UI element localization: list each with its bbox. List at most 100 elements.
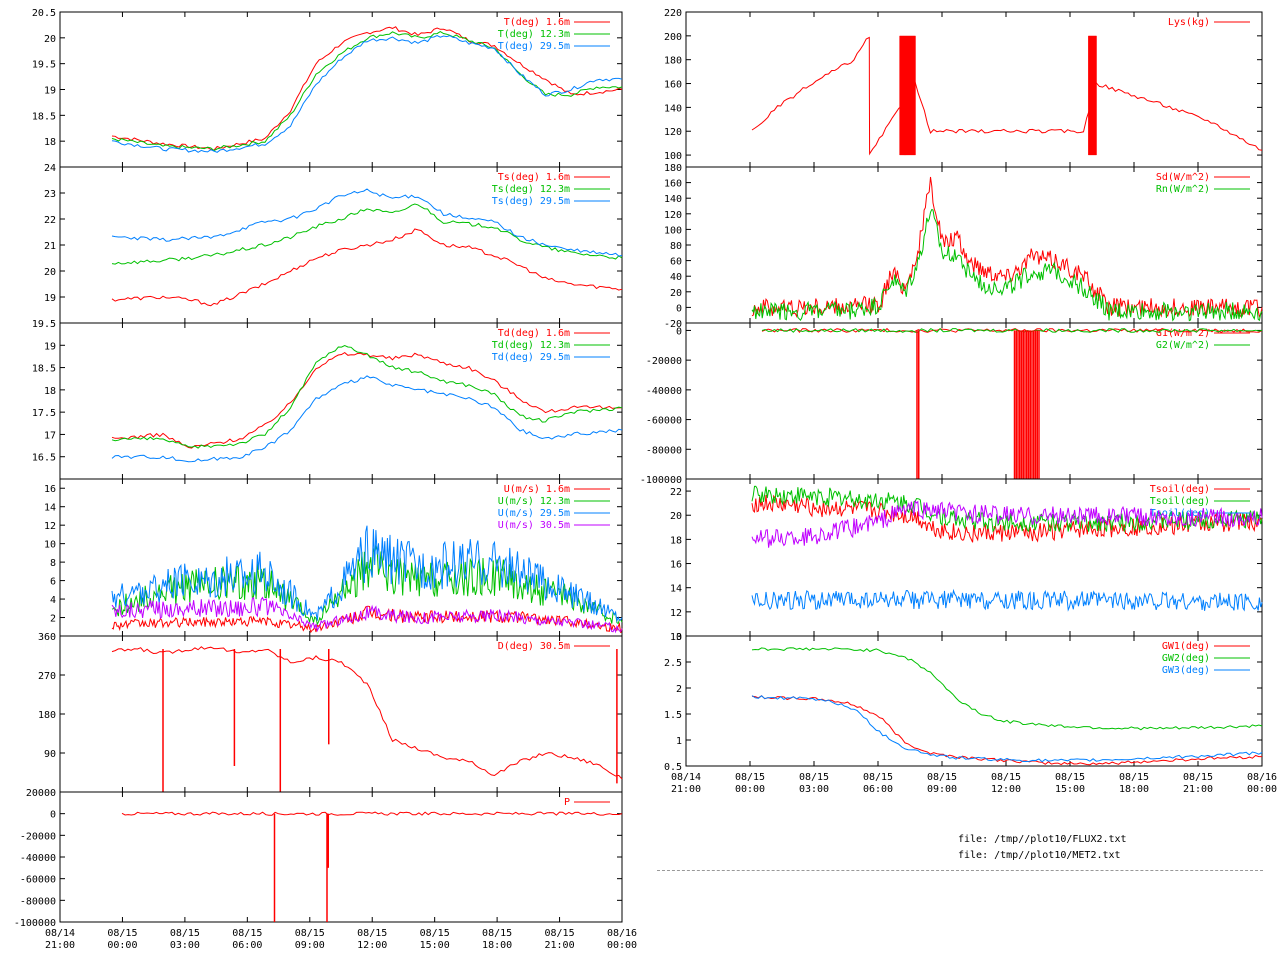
x-tick-label-date: 08/15 [357, 928, 387, 939]
x-tick-label-time: 00:00 [1247, 784, 1277, 795]
series-line-1 [751, 485, 1263, 533]
x-tick-label-date: 08/15 [295, 928, 325, 939]
plot-frame [685, 635, 1263, 767]
series-line-2 [751, 588, 1263, 612]
legend-label: Tsoil(deg) [1150, 496, 1210, 507]
y-tick-label: 18.5 [32, 111, 56, 122]
y-tick-label: 360 [38, 632, 56, 643]
y-tick-label: 80 [670, 241, 682, 252]
x-tick-label-date: 08/15 [107, 928, 137, 939]
y-tick-label: 21 [44, 241, 56, 252]
y-tick-label: 18 [44, 137, 56, 148]
x-tick-label-time: 03:00 [170, 940, 200, 951]
x-tick-label-time: 21:00 [1183, 784, 1213, 795]
y-tick-label: 60 [670, 257, 682, 268]
x-tick-label-date: 08/15 [1119, 772, 1149, 783]
y-tick-label: 19 [44, 341, 56, 352]
y-tick-label: 2 [50, 614, 56, 625]
series-line-3 [751, 499, 1263, 548]
series-line-3 [111, 596, 623, 634]
x-tick-label-date: 08/15 [545, 928, 575, 939]
footer-file-1: file: /tmp//plot10/FLUX2.txt [958, 834, 1127, 845]
series-line-0 [751, 36, 1263, 156]
x-tick-label-date: 08/15 [799, 772, 829, 783]
plot-frame [59, 791, 623, 923]
y-tick-label: 100 [664, 151, 682, 162]
x-tick-label-date: 08/16 [607, 928, 637, 939]
x-tick-label-date: 08/15 [863, 772, 893, 783]
series-line-0 [111, 646, 623, 780]
footer-file-2: file: /tmp//plot10/MET2.txt [958, 850, 1121, 861]
y-tick-label: 16 [44, 484, 56, 495]
y-tick-label: 14 [670, 584, 682, 595]
x-tick-label-date: 08/15 [1055, 772, 1085, 783]
series-line-0 [111, 351, 623, 449]
y-tick-label: 270 [38, 671, 56, 682]
x-tick-label-date: 08/15 [1183, 772, 1213, 783]
legend-label: G1(W/m^2) [1156, 328, 1210, 339]
y-tick-label: 140 [664, 103, 682, 114]
y-tick-label: -20 [664, 319, 682, 330]
y-tick-label: 0.5 [664, 762, 682, 773]
y-tick-label: 19.5 [32, 60, 56, 71]
legend-label: Tsoil(deg) [1150, 484, 1210, 495]
chart-panel-4: 90 180 270 360 D(deg) 30.5m [38, 632, 623, 793]
y-tick-label: 22 [670, 487, 682, 498]
x-tick-label-time: 06:00 [232, 940, 262, 951]
chart-panel-10: 0.511.522.5308/1421:0008/1500:0008/1503:… [664, 632, 1277, 795]
y-tick-label: 10 [670, 632, 682, 643]
y-tick-label: -80000 [646, 445, 682, 456]
y-tick-label: 23 [44, 189, 56, 200]
x-tick-label-time: 12:00 [357, 940, 387, 951]
y-tick-label: -60000 [646, 416, 682, 427]
x-tick-label-time: 09:00 [295, 940, 325, 951]
x-tick-label-time: 06:00 [863, 784, 893, 795]
series-line-1 [111, 344, 623, 449]
chart-panel-5: -100000 -80000 -60000 -40000 -20000 0 20000 08/… [14, 788, 637, 951]
series-line-0 [111, 228, 623, 307]
y-tick-label: -80000 [20, 896, 56, 907]
x-tick-label-time: 21:00 [45, 940, 75, 951]
y-tick-label: 180 [38, 710, 56, 721]
x-tick-label-date: 08/15 [232, 928, 262, 939]
series-line-1 [111, 203, 623, 265]
y-tick-label: 40 [670, 272, 682, 283]
legend-label: Rn(W/m^2) [1156, 184, 1210, 195]
y-tick-label: 20 [44, 267, 56, 278]
y-tick-label: 1.5 [664, 710, 682, 721]
separator-line [657, 870, 1263, 871]
y-tick-label: 160 [664, 80, 682, 91]
x-tick-label-date: 08/15 [170, 928, 200, 939]
y-tick-label: -20000 [646, 356, 682, 367]
y-tick-label: -40000 [646, 386, 682, 397]
legend-label: D(deg) 30.5m [498, 641, 570, 652]
series-line-1 [751, 647, 1263, 731]
y-tick-label: 0 [676, 303, 682, 314]
x-tick-label-date: 08/16 [1247, 772, 1277, 783]
series-line-0 [751, 176, 1263, 318]
y-tick-label: 18.5 [32, 364, 56, 375]
y-tick-label: 90 [44, 749, 56, 760]
y-tick-label: -60000 [20, 875, 56, 886]
y-tick-label: 20000 [26, 788, 56, 799]
x-tick-label-time: 09:00 [927, 784, 957, 795]
x-tick-label-time: 18:00 [482, 940, 512, 951]
series-line-1 [111, 544, 623, 626]
x-tick-label-date: 08/15 [991, 772, 1021, 783]
y-tick-label: 180 [664, 163, 682, 174]
series-line-2 [111, 375, 623, 463]
y-tick-label: 17 [44, 430, 56, 441]
series-line-2 [111, 525, 623, 623]
plot-frame [59, 635, 623, 793]
legend-label: Td(deg) 29.5m [492, 352, 570, 363]
legend-label: GW2(deg) [1162, 653, 1210, 664]
chart-panel-6: 100 120 140 160 180 200 220 Lys(kg) [664, 8, 1263, 168]
legend-label: U(m/s) 29.5m [498, 508, 570, 519]
y-tick-label: 0 [50, 810, 56, 821]
x-tick-label-time: 21:00 [545, 940, 575, 951]
legend-label: Td(deg) 12.3m [492, 340, 570, 351]
x-tick-label-date: 08/15 [420, 928, 450, 939]
series-line-2 [111, 35, 623, 153]
series-line-0 [121, 811, 623, 816]
